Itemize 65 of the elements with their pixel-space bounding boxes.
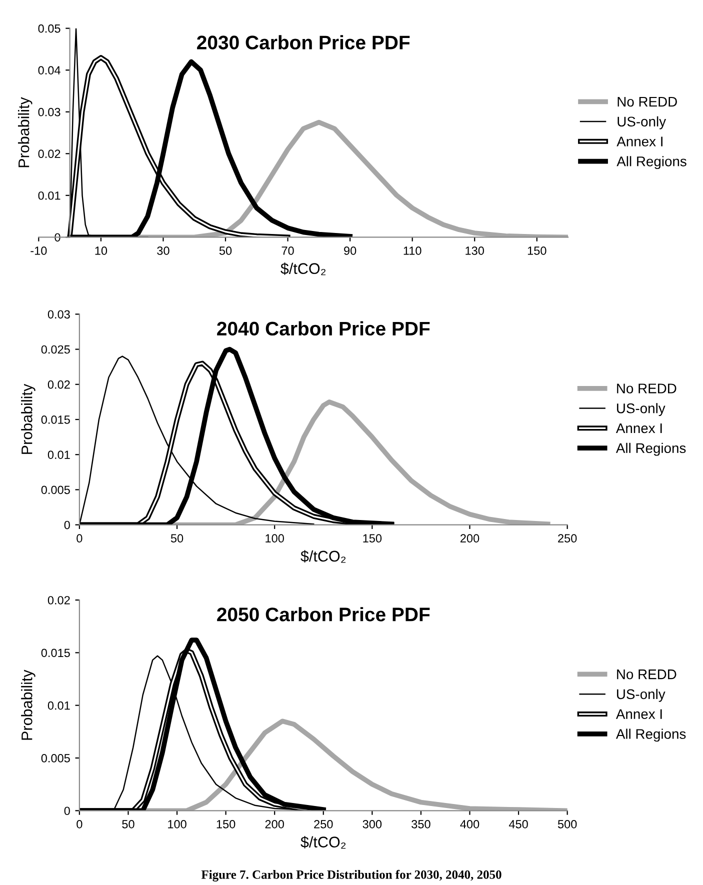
x-tick-label: 500 (558, 820, 577, 828)
chart-title: 2050 Carbon Price PDF (217, 607, 430, 622)
chart-title: 2030 Carbon Price PDF (197, 35, 410, 50)
x-tick-label: 350 (412, 820, 430, 828)
chart-title: 2040 Carbon Price PDF (217, 321, 430, 336)
x-tick-label: 90 (344, 246, 356, 255)
x-tick-label: 250 (558, 534, 577, 543)
x-tick-label: 150 (528, 246, 546, 255)
x-tick-label: 50 (170, 534, 184, 543)
legend-label: US-only (618, 116, 666, 130)
x-tick-label: 100 (266, 534, 284, 543)
y-tick-label: 0.05 (38, 24, 60, 33)
x-tick-label: 150 (216, 820, 236, 828)
legend-label: No REDD (618, 96, 677, 107)
y-tick-label: 0.005 (41, 486, 70, 494)
y-axis-title: Probability (18, 97, 32, 168)
y-tick-label: 0.015 (41, 648, 70, 658)
y-axis-title: Probability (21, 670, 36, 740)
legend-label: Annex I (616, 136, 662, 146)
legend-label: All Regions (616, 728, 686, 742)
x-tick-label: 200 (265, 820, 284, 828)
x-tick-label: 110 (404, 246, 422, 255)
x-tick-label: -10 (30, 246, 47, 255)
x-tick-label: 50 (219, 246, 232, 255)
x-tick-label: 150 (363, 534, 382, 543)
x-tick-label: 70 (282, 246, 294, 255)
y-tick-label: 0.015 (41, 416, 70, 424)
y-tick-label: 0.025 (41, 345, 70, 354)
legend-label: US-only (617, 688, 666, 702)
x-tick-label: 200 (460, 534, 480, 543)
x-tick-label: 0 (76, 820, 82, 828)
x-tick-label: 250 (314, 820, 333, 828)
legend-label: Annex I (616, 709, 662, 720)
x-tick-label: 100 (168, 820, 186, 828)
x-tick-label: 300 (362, 820, 382, 828)
y-tick-label: 0.02 (48, 596, 70, 604)
x-tick-label: 50 (122, 820, 134, 828)
legend-label: All Regions (616, 156, 686, 170)
y-tick-label: 0.04 (38, 66, 60, 74)
y-tick-label: 0.005 (41, 754, 70, 762)
y-tick-label: 0.03 (38, 108, 60, 116)
y-axis-title: Probability (21, 384, 36, 454)
y-tick-label: 0 (64, 520, 70, 530)
legend-label: Annex I (616, 423, 662, 434)
y-tick-label: 0.03 (48, 310, 70, 319)
y-tick-label: 0.01 (48, 701, 70, 710)
y-tick-label: 0 (64, 806, 70, 816)
legend-label: No REDD (617, 384, 676, 394)
legend-label: No REDD (617, 670, 676, 680)
x-tick-label: 10 (95, 246, 108, 255)
x-tick-label: 400 (460, 820, 480, 828)
x-axis-title: $/tCO₂ (280, 262, 326, 276)
x-axis-title: $/tCO₂ (300, 836, 346, 849)
x-tick-label: 130 (466, 246, 484, 255)
x-tick-label: 0 (76, 534, 82, 543)
y-tick-label: 0.01 (48, 450, 70, 459)
y-tick-label: 0.02 (38, 150, 60, 158)
x-tick-label: 30 (157, 246, 170, 255)
y-tick-label: 0.02 (48, 380, 70, 389)
legend-label: All Regions (616, 442, 686, 456)
legend-label: US-only (617, 403, 666, 416)
x-tick-label: 450 (508, 820, 528, 828)
x-axis-title: $/tCO₂ (300, 550, 346, 563)
caption: Figure 7. Carbon Price Distribution for 2030, 2040, 2050 (201, 870, 502, 882)
y-tick-label: 0.01 (38, 191, 60, 200)
